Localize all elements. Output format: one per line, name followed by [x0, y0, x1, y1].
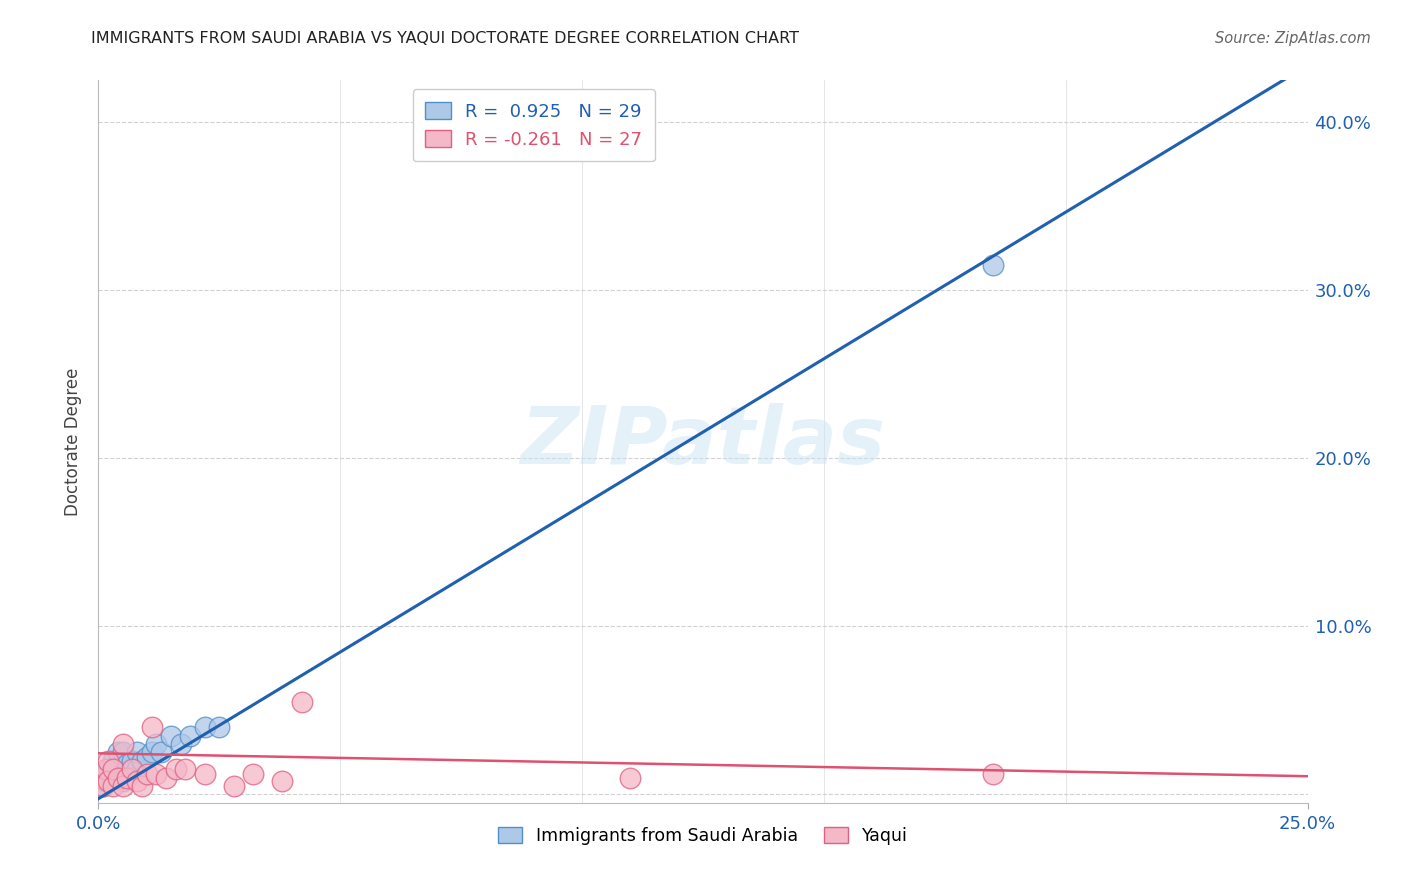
Point: [981, 767, 1004, 781]
Point: [101, 754, 124, 768]
Point: [981, 258, 1004, 272]
Text: IMMIGRANTS FROM SAUDI ARABIA VS YAQUI DOCTORATE DEGREE CORRELATION CHART: IMMIGRANTS FROM SAUDI ARABIA VS YAQUI DO…: [91, 31, 800, 46]
Point: [107, 771, 129, 785]
Text: ZIPatlas: ZIPatlas: [520, 402, 886, 481]
Point: [127, 774, 149, 789]
Y-axis label: Doctorate Degree: Doctorate Degree: [65, 368, 83, 516]
Point: [94, 762, 117, 776]
Point: [145, 737, 167, 751]
Point: [169, 737, 191, 751]
Point: [111, 762, 134, 776]
Point: [127, 745, 149, 759]
Point: [127, 762, 149, 776]
Point: [194, 767, 217, 781]
Point: [145, 767, 167, 781]
Point: [104, 762, 127, 776]
Point: [174, 762, 197, 776]
Point: [111, 774, 134, 789]
Point: [111, 779, 134, 793]
Point: [208, 720, 231, 734]
Legend: Immigrants from Saudi Arabia, Yaqui: Immigrants from Saudi Arabia, Yaqui: [491, 820, 915, 852]
Point: [155, 771, 177, 785]
Point: [117, 757, 139, 772]
Text: Source: ZipAtlas.com: Source: ZipAtlas.com: [1215, 31, 1371, 46]
Point: [135, 767, 157, 781]
Point: [97, 762, 120, 776]
Point: [100, 771, 122, 785]
Point: [97, 767, 120, 781]
Point: [101, 767, 124, 781]
Point: [141, 745, 163, 759]
Point: [121, 754, 143, 768]
Point: [107, 745, 129, 759]
Point: [160, 729, 183, 743]
Point: [91, 779, 114, 793]
Point: [131, 779, 153, 793]
Point: [94, 774, 117, 789]
Point: [91, 779, 114, 793]
Point: [121, 762, 143, 776]
Point: [111, 737, 134, 751]
Point: [194, 720, 217, 734]
Point: [131, 754, 153, 768]
Point: [97, 774, 120, 789]
Point: [165, 762, 187, 776]
Point: [101, 779, 124, 793]
Point: [619, 771, 641, 785]
Point: [107, 771, 129, 785]
Point: [242, 767, 264, 781]
Point: [97, 754, 120, 768]
Point: [90, 771, 112, 785]
Point: [101, 762, 124, 776]
Point: [179, 729, 201, 743]
Point: [271, 774, 294, 789]
Point: [117, 771, 139, 785]
Point: [117, 767, 139, 781]
Point: [141, 720, 163, 734]
Point: [150, 745, 173, 759]
Point: [111, 745, 134, 759]
Point: [222, 779, 245, 793]
Point: [290, 695, 312, 709]
Point: [135, 750, 157, 764]
